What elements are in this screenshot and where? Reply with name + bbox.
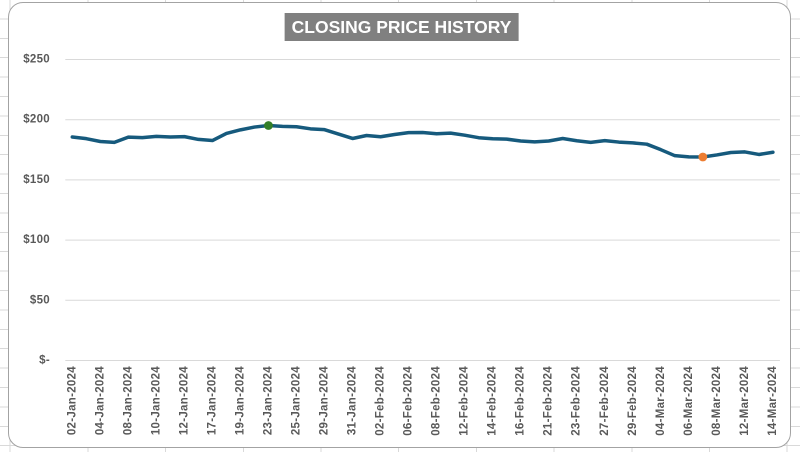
horizontal-gridlines (65, 59, 780, 361)
x-tick-label: 02-Feb-2024 (375, 366, 387, 436)
y-tick-label: $150 (23, 174, 50, 186)
x-tick-label: 06-Mar-2024 (683, 366, 695, 436)
x-tick-label: 12-Mar-2024 (739, 366, 751, 436)
x-tick-label: 17-Jan-2024 (206, 366, 218, 435)
x-tick-label: 16-Feb-2024 (515, 366, 527, 436)
y-axis-labels: $250 $200 $150 $100 $50 $- (23, 54, 50, 367)
x-tick-label: 12-Feb-2024 (459, 366, 471, 436)
y-tick-label: $50 (30, 294, 50, 306)
min-price-marker[interactable] (698, 152, 708, 162)
y-tick-label: $200 (23, 114, 50, 126)
x-tick-label: 12-Jan-2024 (178, 366, 190, 435)
x-tick-label: 14-Feb-2024 (487, 366, 499, 436)
x-tick-label: 21-Feb-2024 (543, 366, 555, 436)
x-tick-label: 04-Mar-2024 (655, 366, 667, 436)
x-tick-label: 08-Jan-2024 (122, 366, 134, 435)
x-tick-label: 04-Jan-2024 (94, 366, 106, 435)
max-price-marker[interactable] (264, 121, 273, 130)
x-tick-label: 23-Feb-2024 (571, 366, 583, 436)
closing-price-history-chart[interactable]: CLOSING PRICE HISTORY $250 $200 $150 $100 $5… (8, 2, 791, 448)
x-tick-label: 14-Mar-2024 (767, 366, 779, 436)
x-tick-label: 29-Feb-2024 (627, 366, 639, 436)
x-tick-label: 29-Jan-2024 (319, 366, 331, 435)
chart-title[interactable]: CLOSING PRICE HISTORY (284, 12, 519, 41)
closing-price-line[interactable] (70, 123, 775, 159)
x-tick-label: 06-Feb-2024 (403, 366, 415, 436)
x-tick-label: 25-Jan-2024 (290, 366, 302, 435)
x-axis-labels: 02-Jan-2024 04-Jan-2024 08-Jan-2024 10-Jan-… (66, 366, 779, 436)
y-tick-label: $- (39, 355, 50, 367)
x-tick-label: 19-Jan-2024 (234, 366, 246, 435)
y-tick-label: $100 (23, 234, 50, 246)
x-tick-label: 08-Mar-2024 (711, 366, 723, 436)
x-tick-label: 10-Jan-2024 (150, 366, 162, 435)
x-tick-label: 08-Feb-2024 (431, 366, 443, 436)
x-tick-label: 23-Jan-2024 (262, 366, 274, 435)
x-tick-label: 27-Feb-2024 (599, 366, 611, 436)
y-tick-label: $250 (23, 54, 50, 66)
x-tick-label: 31-Jan-2024 (347, 366, 359, 435)
price-line-plot-area[interactable]: $250 $200 $150 $100 $50 $- 02-Jan-2024 04-Jan-2… (9, 3, 792, 449)
x-tick-label: 02-Jan-2024 (66, 366, 78, 435)
